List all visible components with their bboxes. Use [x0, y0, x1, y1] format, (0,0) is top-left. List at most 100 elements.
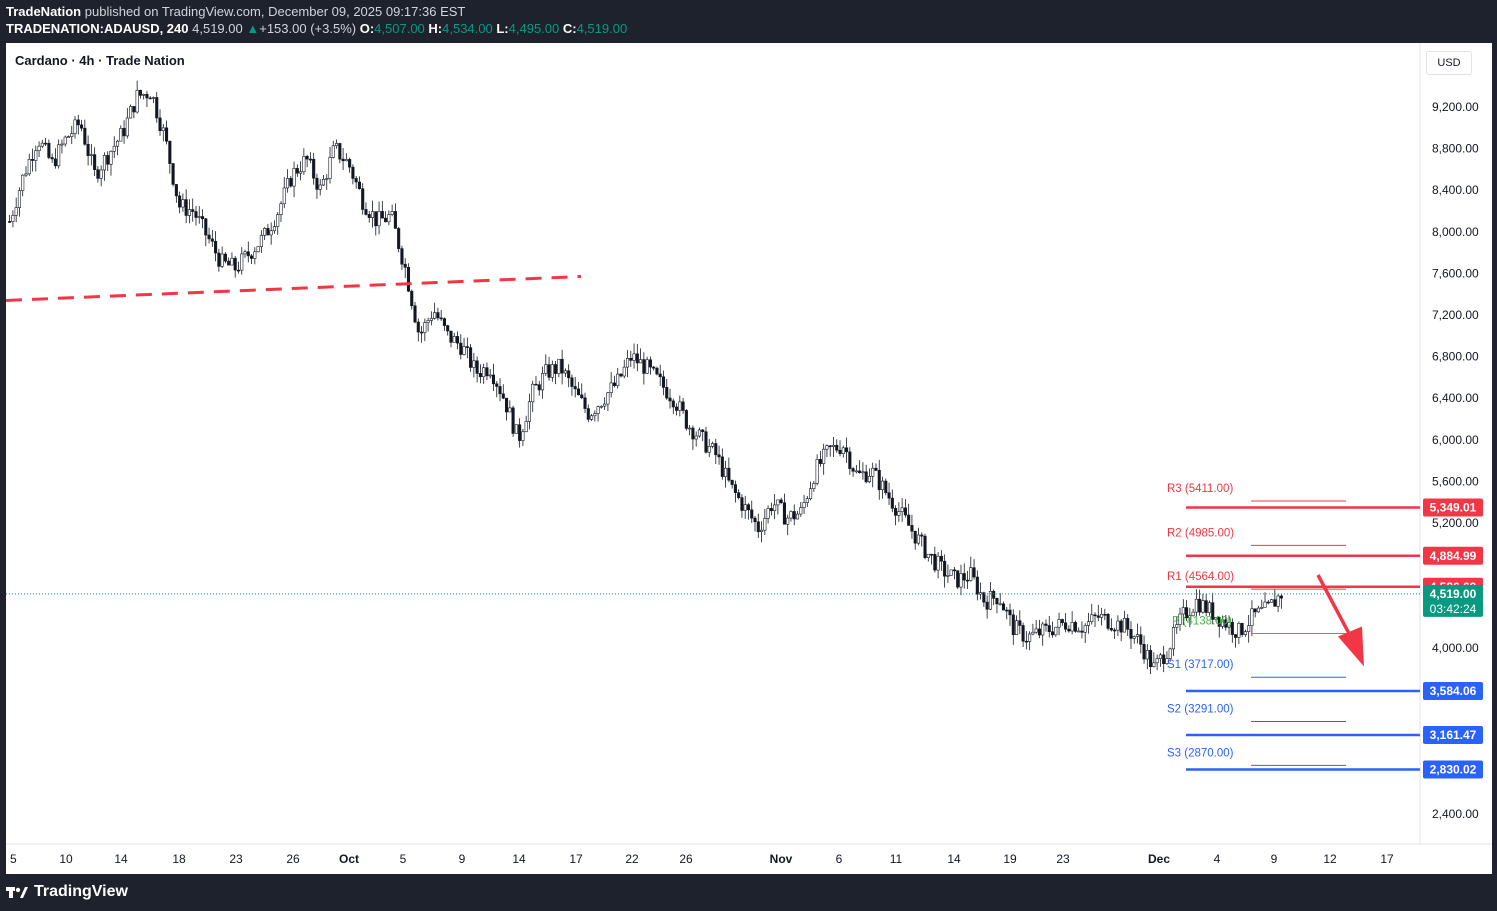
candle	[1175, 624, 1179, 628]
candle	[1122, 618, 1126, 633]
candle	[668, 397, 672, 402]
candle	[370, 211, 375, 218]
pivot-label: P (4138.00)	[1172, 615, 1232, 627]
candle	[724, 467, 728, 477]
candle	[11, 215, 15, 222]
candle	[469, 347, 473, 368]
candle	[985, 601, 989, 610]
candle	[161, 127, 165, 131]
candle	[1279, 595, 1283, 599]
candle	[335, 143, 339, 147]
low-label: L:	[496, 21, 509, 36]
candle	[478, 373, 482, 378]
candle	[230, 257, 234, 266]
candle	[825, 445, 829, 450]
publisher-name[interactable]: TradeNation	[6, 4, 82, 19]
candle	[1240, 623, 1244, 635]
candle	[1070, 622, 1074, 632]
candle	[498, 386, 502, 395]
candle	[838, 449, 842, 454]
candle	[665, 387, 669, 399]
candle	[730, 479, 734, 485]
candle	[743, 504, 747, 511]
candle	[527, 401, 531, 422]
publish-info: TradeNation published on TradingView.com…	[6, 4, 465, 19]
candle	[227, 260, 231, 266]
candle	[1165, 658, 1169, 664]
candle	[250, 255, 254, 259]
candle	[328, 157, 332, 179]
x-tick-label: 23	[1056, 852, 1070, 866]
candle	[393, 211, 397, 229]
y-tick-label: 2,400.00	[1432, 807, 1479, 821]
candle	[1090, 614, 1094, 622]
candle	[1227, 622, 1231, 628]
candle	[714, 443, 718, 456]
candle	[809, 488, 813, 500]
candle	[521, 431, 525, 441]
candle	[534, 383, 538, 386]
candle	[1067, 628, 1071, 632]
candle	[956, 570, 960, 588]
y-tick-label: 6,800.00	[1432, 350, 1479, 364]
tradingview-logo[interactable]: TradingView	[6, 880, 128, 904]
x-tick-label: 4	[1214, 852, 1221, 866]
candle	[511, 407, 515, 434]
candle	[344, 159, 348, 162]
candle	[1057, 619, 1061, 628]
candle	[1211, 602, 1215, 620]
candle	[701, 429, 705, 433]
candle	[446, 325, 450, 332]
x-tick-label: 9	[1271, 852, 1278, 866]
candle	[338, 143, 342, 160]
candle	[547, 364, 551, 378]
candle	[518, 424, 522, 441]
pivot-label: S1 (3717.00)	[1167, 659, 1234, 671]
candle	[455, 336, 460, 344]
candle	[416, 321, 420, 333]
candle	[1001, 603, 1006, 611]
candle	[1037, 628, 1041, 636]
candle	[129, 106, 133, 119]
candle	[410, 290, 414, 307]
candle	[596, 406, 600, 414]
candle	[406, 267, 411, 292]
candle	[44, 142, 48, 145]
candle	[616, 373, 620, 386]
candle	[462, 346, 466, 355]
candle	[720, 456, 724, 477]
candle	[1181, 607, 1185, 615]
close-value: 4,519.00	[576, 21, 628, 36]
candle	[1135, 634, 1140, 637]
candle	[688, 427, 692, 430]
candle	[861, 471, 865, 474]
candle	[635, 353, 639, 364]
level-tag	[1423, 498, 1483, 517]
candle	[1270, 599, 1274, 603]
candle	[907, 514, 911, 526]
candle	[1129, 629, 1133, 639]
price-chart[interactable]: 9,200.00 8,800.00 8,400.00 8,000.00 7,600.00…	[6, 43, 1492, 874]
candle	[1273, 599, 1277, 607]
candle	[475, 360, 479, 374]
candle	[580, 394, 584, 399]
candle	[792, 511, 796, 520]
level-tag	[1423, 546, 1483, 565]
candle	[14, 207, 18, 216]
y-tick-label: 6,000.00	[1432, 433, 1479, 447]
candle	[1158, 654, 1162, 659]
chart-panel[interactable]: 9,200.00 8,800.00 8,400.00 8,000.00 7,600.00…	[6, 43, 1492, 874]
x-tick-label: 6	[836, 852, 843, 866]
candle	[223, 253, 227, 262]
pivot-label: R1 (4564.00)	[1167, 571, 1234, 583]
candle	[351, 166, 355, 179]
candle	[887, 492, 891, 499]
candle	[155, 97, 159, 119]
candle	[122, 128, 126, 137]
currency-button[interactable]: USD	[1426, 51, 1472, 75]
candle	[1204, 600, 1208, 613]
candle	[737, 492, 741, 498]
candle	[675, 406, 679, 411]
candle	[1224, 619, 1228, 628]
high-value: 4,534.00	[442, 21, 493, 36]
